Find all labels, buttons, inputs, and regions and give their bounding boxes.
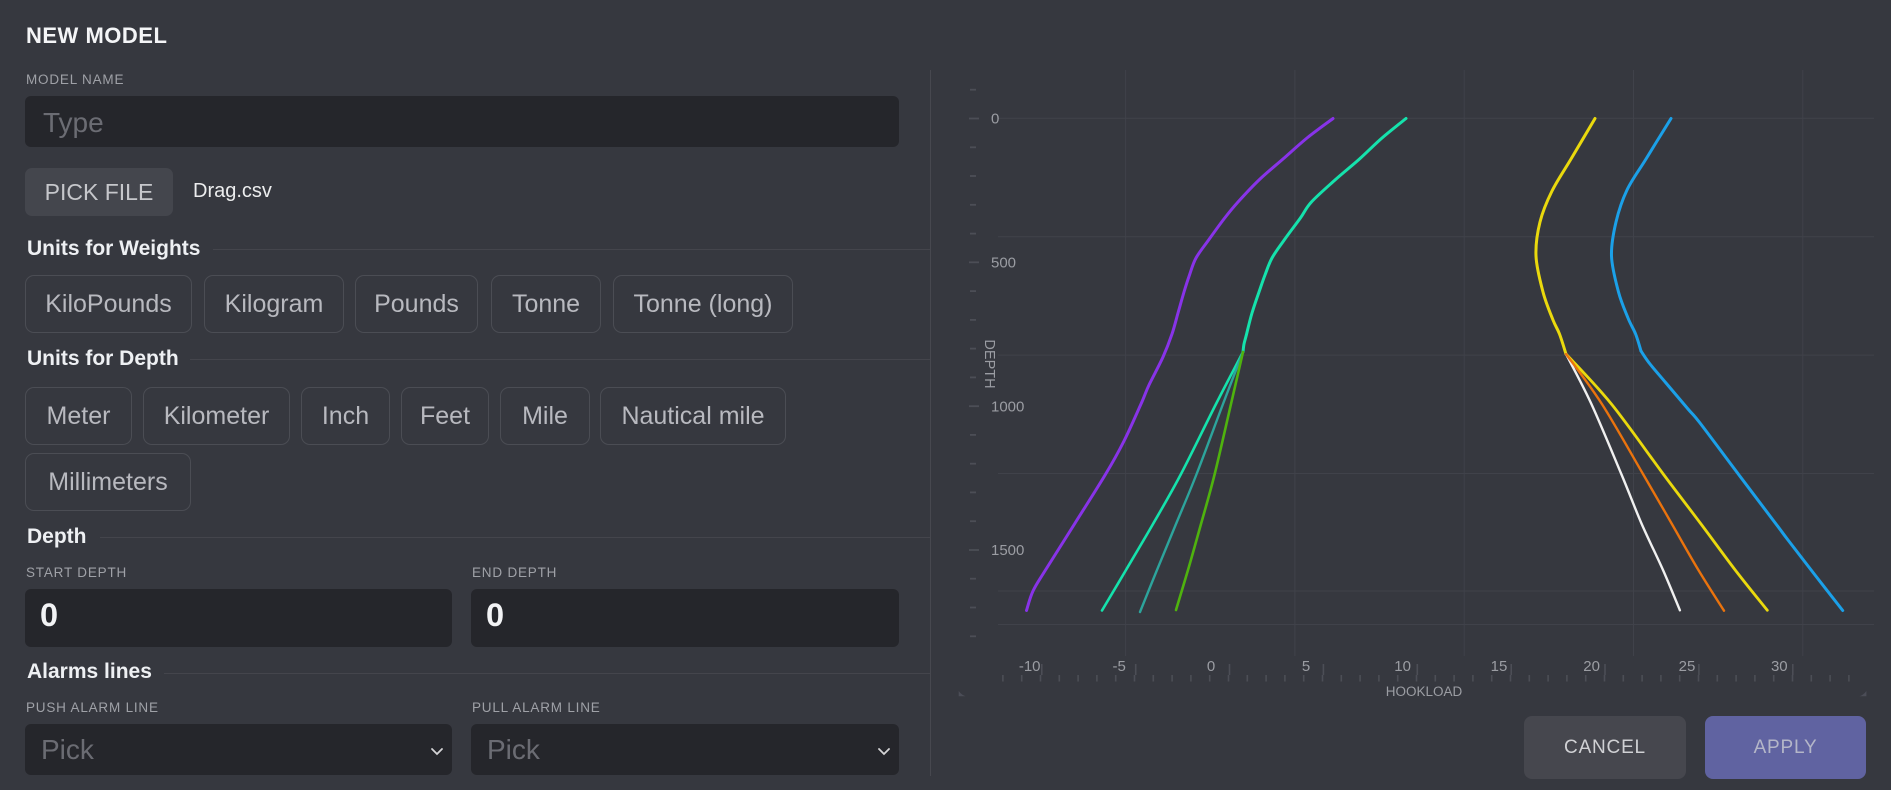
svg-text:20: 20 [1583, 658, 1600, 675]
svg-text:15: 15 [1491, 658, 1508, 675]
svg-text:HOOKLOAD: HOOKLOAD [1386, 684, 1463, 699]
svg-text:DEPTH: DEPTH [981, 339, 997, 388]
svg-text:0: 0 [991, 111, 999, 128]
svg-text:10: 10 [1394, 658, 1411, 675]
svg-text:-10: -10 [1019, 658, 1041, 675]
svg-text:500: 500 [991, 255, 1016, 272]
svg-text:0: 0 [1207, 658, 1215, 675]
svg-text:25: 25 [1679, 658, 1696, 675]
svg-text:1000: 1000 [991, 398, 1024, 415]
svg-text:1500: 1500 [991, 542, 1024, 559]
svg-text:30: 30 [1771, 658, 1788, 675]
svg-text:5: 5 [1302, 658, 1310, 675]
svg-text:-5: -5 [1113, 658, 1126, 675]
